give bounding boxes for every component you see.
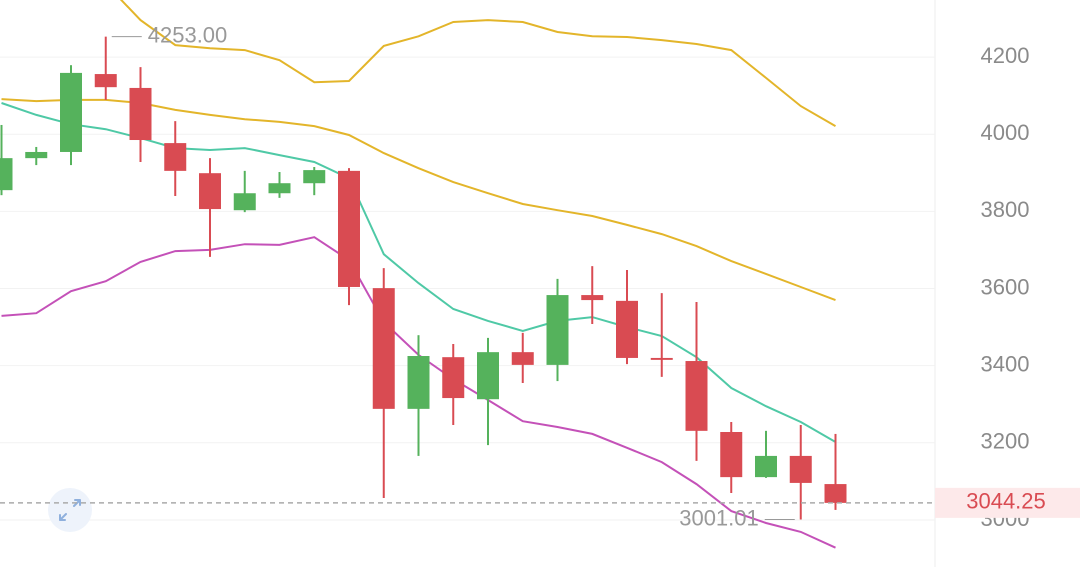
last-price-box <box>935 487 1080 518</box>
y-tick-label: 3600 <box>981 274 1030 299</box>
y-tick-label: 3800 <box>981 197 1030 222</box>
candle-body <box>720 432 743 478</box>
candle-body <box>824 484 847 503</box>
candle-body <box>477 352 499 400</box>
indicator-line <box>119 0 836 127</box>
high-marker-label: 4253.00 <box>148 22 228 47</box>
candle-body <box>581 295 604 301</box>
candle-body <box>442 357 465 399</box>
y-tick-label: 4000 <box>981 120 1030 145</box>
grid <box>0 56 935 521</box>
candle-body <box>94 74 117 88</box>
candle-body <box>303 170 326 184</box>
y-tick-label: 3200 <box>981 429 1030 454</box>
candle-body <box>546 295 569 365</box>
y-tick-label: 3400 <box>981 351 1030 376</box>
plot-area: 4253.00 3001.01 <box>0 0 847 549</box>
candle-body <box>685 361 708 431</box>
candle-body <box>338 170 360 287</box>
candle-body <box>0 158 13 191</box>
candle-body <box>129 87 152 141</box>
candle-body <box>60 72 82 152</box>
candle-body <box>789 455 812 483</box>
candle-body <box>616 300 638 358</box>
candle-body <box>233 193 256 211</box>
candle-body <box>372 288 395 409</box>
candle-body <box>199 173 221 210</box>
zoom-button[interactable] <box>48 488 92 532</box>
candle-body <box>268 183 291 194</box>
low-marker-label: 3001.01 <box>679 505 759 530</box>
candle-body <box>650 357 673 360</box>
y-tick-label: 4200 <box>981 43 1030 68</box>
candle-body <box>511 352 534 365</box>
candle-body <box>407 356 430 409</box>
candle-body <box>25 151 48 159</box>
candle-body <box>755 455 777 478</box>
candle-body <box>164 143 187 171</box>
last-price-label: 3044.25 <box>966 489 1046 514</box>
